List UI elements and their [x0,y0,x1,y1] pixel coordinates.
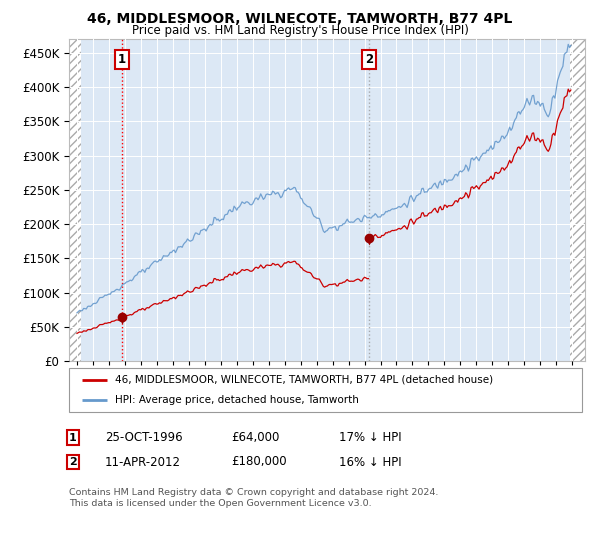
Text: 2: 2 [69,457,77,467]
Text: HPI: Average price, detached house, Tamworth: HPI: Average price, detached house, Tamw… [115,395,359,405]
Text: 11-APR-2012: 11-APR-2012 [105,455,181,469]
FancyBboxPatch shape [69,368,582,412]
Text: 46, MIDDLESMOOR, WILNECOTE, TAMWORTH, B77 4PL (detached house): 46, MIDDLESMOOR, WILNECOTE, TAMWORTH, B7… [115,375,493,385]
Bar [69,39,81,361]
Text: 17% ↓ HPI: 17% ↓ HPI [339,431,401,445]
Text: 1: 1 [69,433,77,443]
Text: Price paid vs. HM Land Registry's House Price Index (HPI): Price paid vs. HM Land Registry's House … [131,24,469,36]
Text: 25-OCT-1996: 25-OCT-1996 [105,431,182,445]
Text: 46, MIDDLESMOOR, WILNECOTE, TAMWORTH, B77 4PL: 46, MIDDLESMOOR, WILNECOTE, TAMWORTH, B7… [88,12,512,26]
Text: 2: 2 [365,53,373,66]
Text: £180,000: £180,000 [231,455,287,469]
Text: Contains HM Land Registry data © Crown copyright and database right 2024.
This d: Contains HM Land Registry data © Crown c… [69,488,439,508]
Bar [569,39,585,361]
Text: 16% ↓ HPI: 16% ↓ HPI [339,455,401,469]
Text: 1: 1 [118,53,126,66]
Text: £64,000: £64,000 [231,431,280,445]
